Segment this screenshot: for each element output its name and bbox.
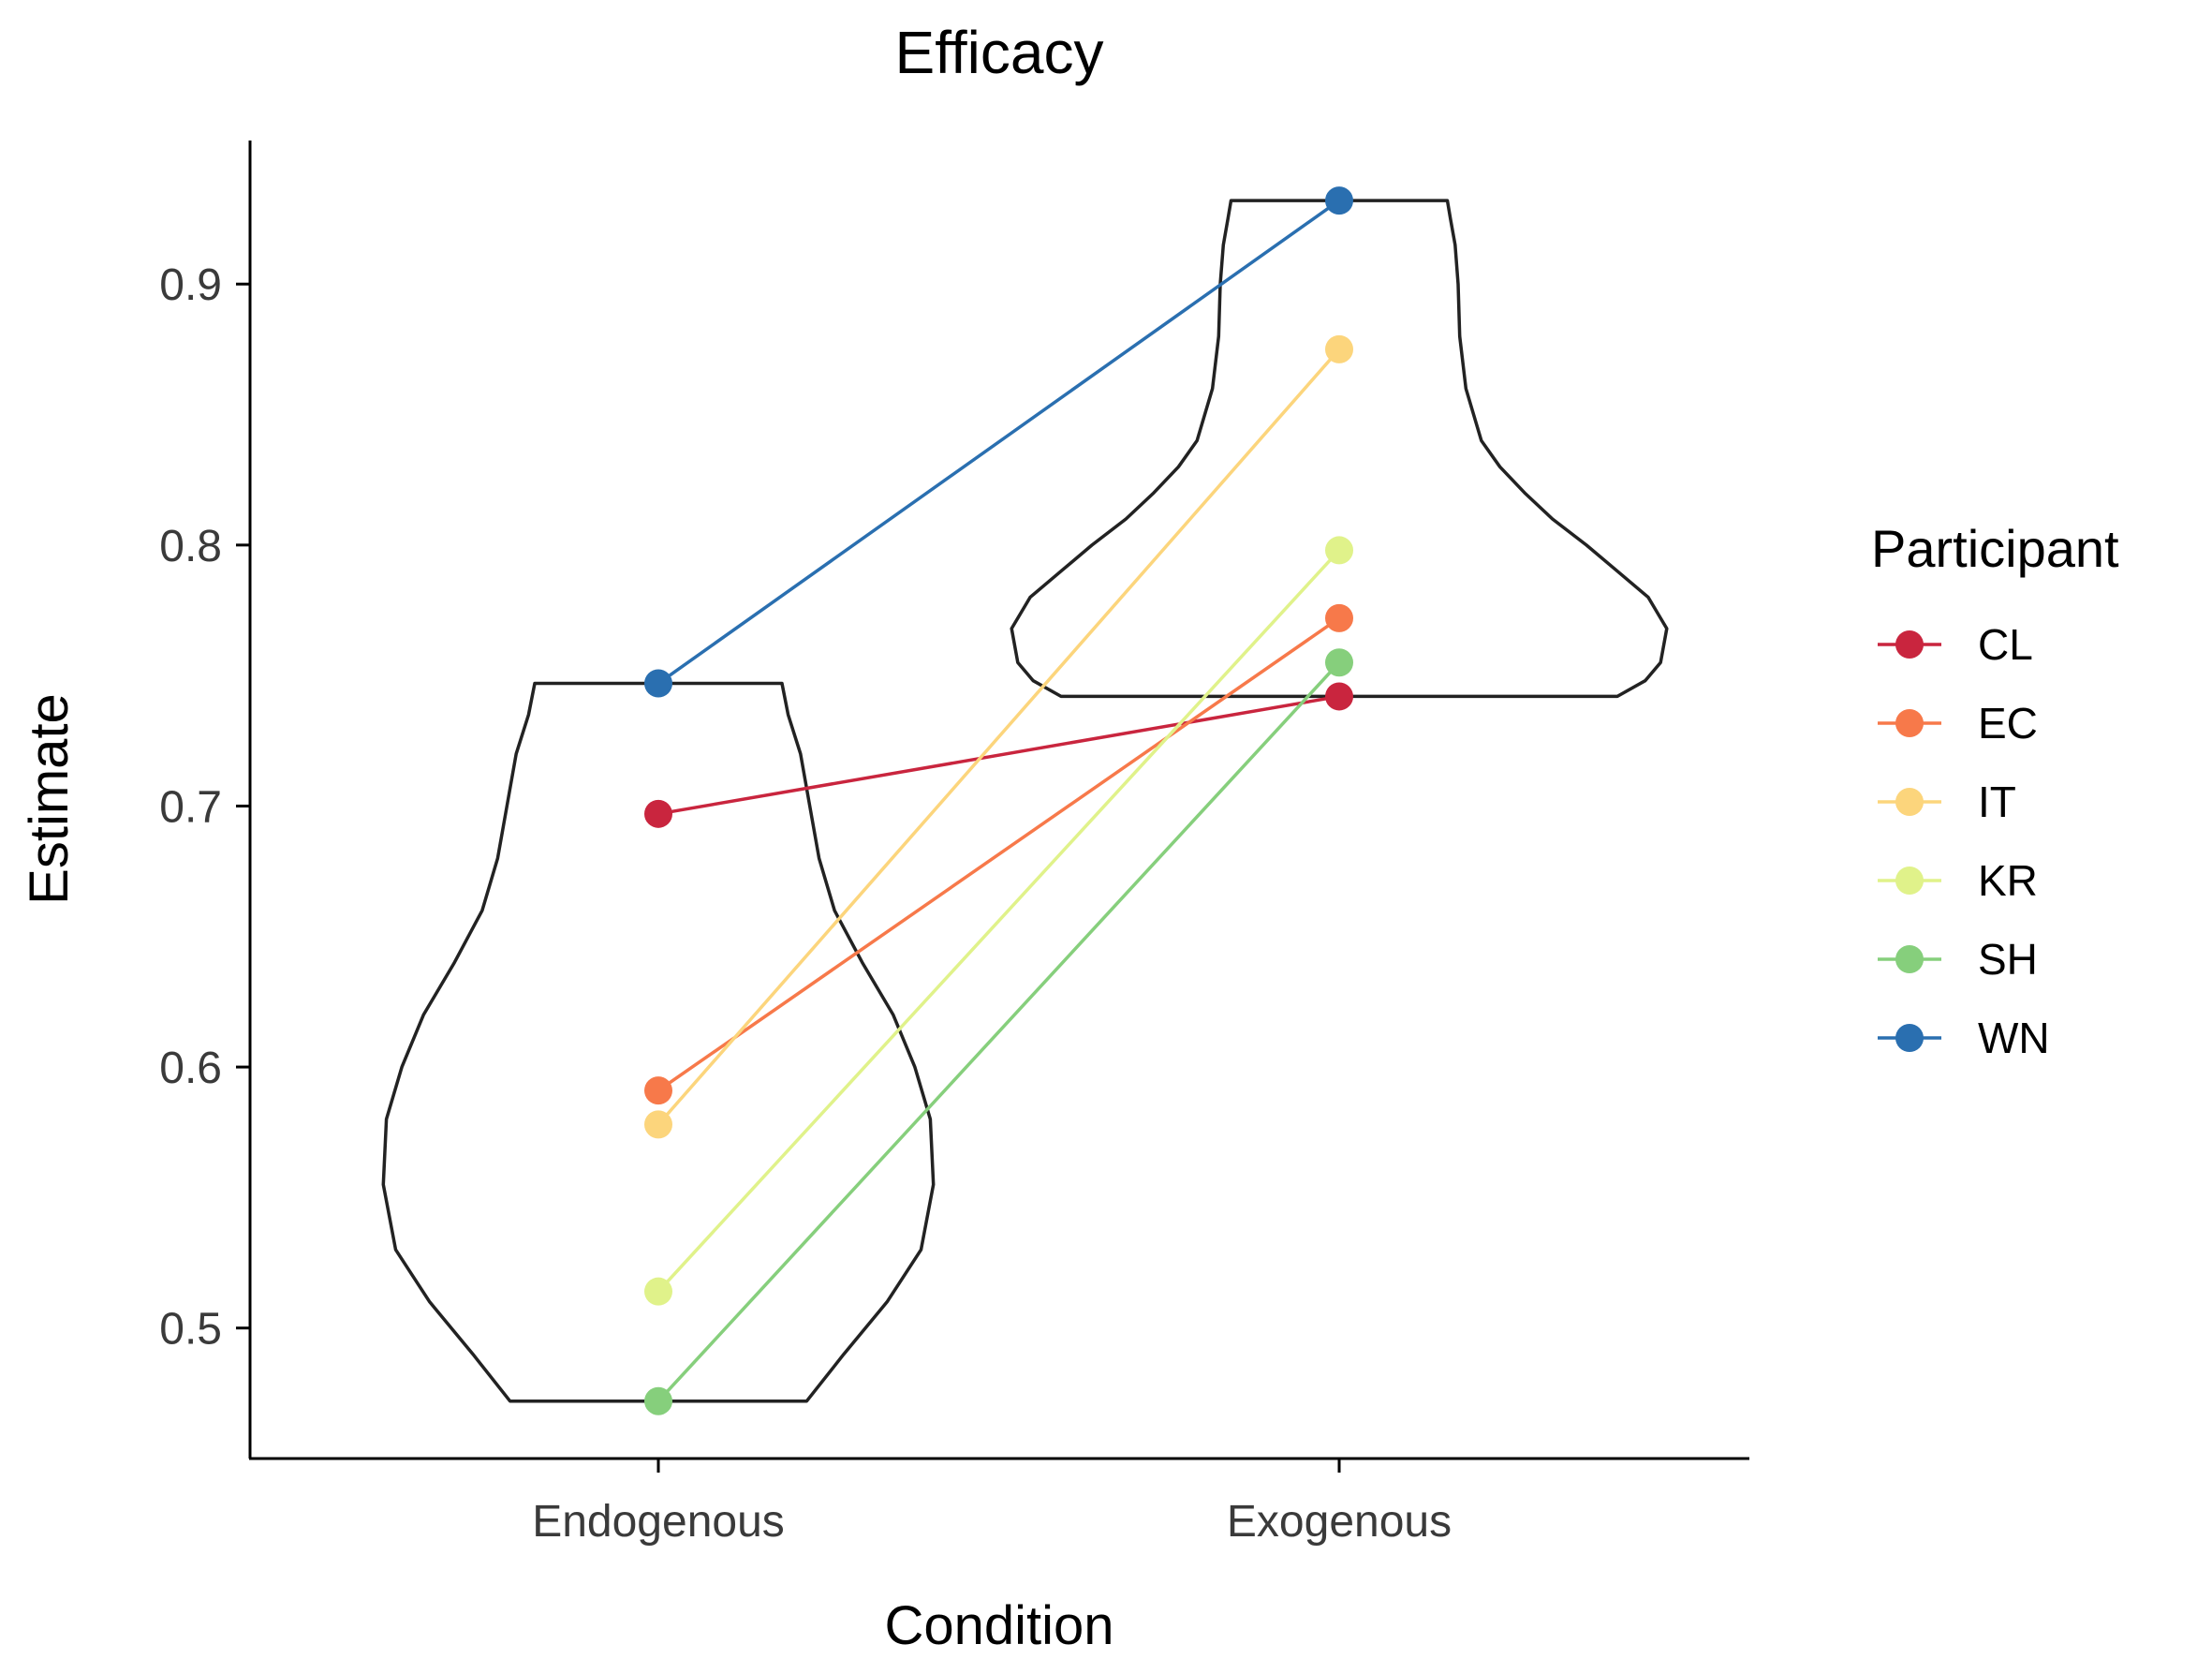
point-sh-exogenous <box>1325 648 1353 677</box>
point-kr-exogenous <box>1325 536 1353 565</box>
legend-label-it: IT <box>1978 778 2016 826</box>
legend-label-ec: EC <box>1978 699 2038 748</box>
legend-key-point <box>1895 788 1924 816</box>
point-sh-endogenous <box>644 1386 672 1415</box>
x-tick-label: Exogenous <box>1227 1497 1452 1547</box>
y-axis-label: Estimate <box>19 693 80 905</box>
y-tick-label: 0.5 <box>159 1305 222 1355</box>
y-tick-label: 0.6 <box>159 1044 222 1093</box>
series-line-kr <box>656 549 1341 1293</box>
series-line-sh <box>656 661 1341 1402</box>
series-line-cl <box>657 694 1340 816</box>
legend-label-kr: KR <box>1978 856 2038 905</box>
point-wn-endogenous <box>644 669 672 698</box>
series-points-layer <box>644 186 1353 1415</box>
point-it-exogenous <box>1325 334 1353 363</box>
point-kr-endogenous <box>644 1277 672 1306</box>
point-it-endogenous <box>644 1110 672 1139</box>
legend: Participant CL EC IT KR SH WN <box>1871 519 2119 1062</box>
point-ec-exogenous <box>1325 603 1353 632</box>
legend-key-point <box>1895 945 1924 973</box>
x-axis-ticks: Endogenous Exogenous <box>532 1459 1452 1547</box>
violin-layer <box>381 199 1669 1403</box>
series-line-it <box>656 348 1341 1126</box>
series-lines-layer <box>656 199 1341 1402</box>
x-tick-label: Endogenous <box>532 1497 785 1547</box>
y-tick-label: 0.7 <box>159 782 222 832</box>
legend-items: CL EC IT KR SH WN <box>1878 620 2050 1062</box>
legend-label-sh: SH <box>1978 935 2038 984</box>
violin-endogenous <box>381 681 936 1403</box>
y-tick-label: 0.8 <box>159 522 222 571</box>
legend-key-point <box>1895 709 1924 737</box>
series-line-ec <box>657 616 1340 1092</box>
legend-key-point <box>1895 1024 1924 1052</box>
legend-title: Participant <box>1871 519 2119 578</box>
point-wn-exogenous <box>1325 186 1353 215</box>
legend-label-cl: CL <box>1978 620 2033 669</box>
point-ec-endogenous <box>644 1076 672 1105</box>
series-line-wn <box>656 199 1341 685</box>
legend-key-point <box>1895 630 1924 659</box>
violin-exogenous <box>1010 199 1669 699</box>
legend-label-wn: WN <box>1978 1014 2050 1062</box>
chart-title: Efficacy <box>895 19 1104 86</box>
point-cl-endogenous <box>644 799 672 828</box>
y-axis-ticks: 0.5 0.6 0.7 0.8 0.9 <box>159 260 250 1355</box>
x-axis-label: Condition <box>884 1595 1113 1656</box>
point-cl-exogenous <box>1325 682 1353 711</box>
y-tick-label: 0.9 <box>159 260 222 310</box>
legend-key-point <box>1895 867 1924 895</box>
